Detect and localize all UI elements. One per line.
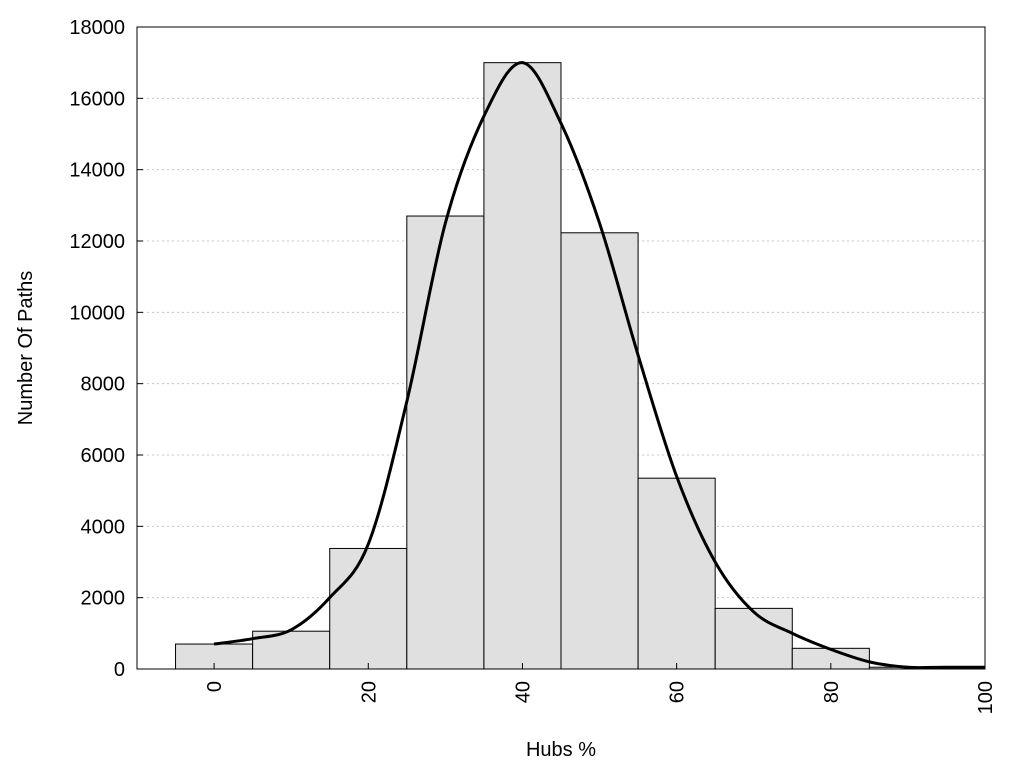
y-axis-ticks: 0 2000 4000 6000 8000 10000 12000 14000 16000 180… <box>69 17 143 681</box>
y-axis-title: Number Of Paths <box>15 271 37 426</box>
x-tick-label: 20 <box>358 681 380 703</box>
y-tick-label: 12000 <box>69 231 125 253</box>
x-tick-label: 80 <box>821 681 843 703</box>
plot-frame <box>136 26 986 670</box>
histogram-bars <box>175 62 947 670</box>
histogram-bar <box>637 477 716 670</box>
x-tick-label: 100 <box>975 681 997 714</box>
y-tick-label: 18000 <box>69 17 125 39</box>
grid-lines <box>137 97 985 599</box>
y-tick-label: 14000 <box>69 160 125 182</box>
histogram-bar <box>329 547 408 670</box>
histogram-bar <box>406 215 485 670</box>
y-tick-label: 4000 <box>81 516 126 538</box>
x-axis-title: Hubs % <box>526 739 596 761</box>
x-tick-label: 60 <box>667 681 689 703</box>
histogram-bar <box>560 232 639 670</box>
x-tick-label: 0 <box>204 681 226 692</box>
y-tick-label: 0 <box>114 659 125 681</box>
fit-curve <box>213 61 985 670</box>
y-tick-label: 10000 <box>69 302 125 324</box>
y-tick-label: 16000 <box>69 88 125 110</box>
histogram-bar <box>483 62 562 670</box>
x-tick-label: 40 <box>512 681 534 703</box>
histogram-bar <box>714 607 793 670</box>
y-tick-label: 8000 <box>81 374 126 396</box>
x-axis-ticks: 0 20 40 60 80 100 <box>204 663 997 714</box>
y-tick-label: 6000 <box>81 445 126 467</box>
y-tick-label: 2000 <box>81 588 126 610</box>
